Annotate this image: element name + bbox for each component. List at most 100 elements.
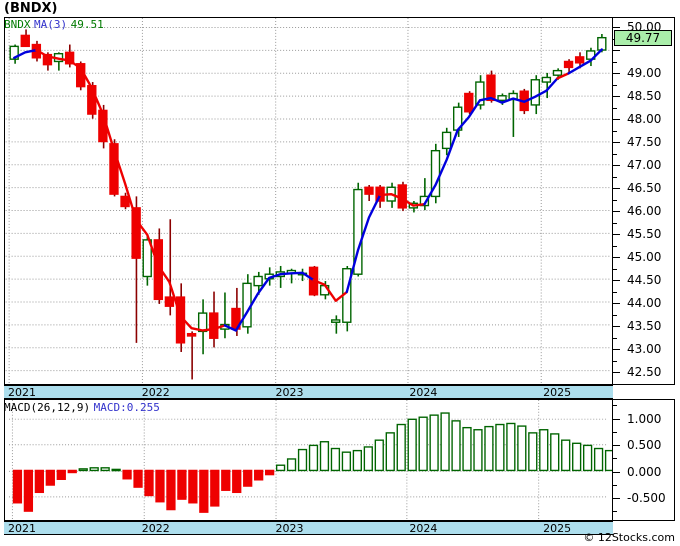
macd-y-axis: 1.000 0.500 0.000 -0.500 [612, 399, 675, 521]
y-tick-label: 47.00 [627, 158, 662, 173]
macd-legend-name: MACD(26,12,9) [4, 401, 91, 414]
macd-y-tick-label: 0.000 [627, 464, 662, 479]
macd-legend: MACD(26,12,9) MACD:0.255 [4, 401, 160, 414]
ma3-segment [556, 72, 570, 80]
macd-y-tick-label: -0.500 [627, 491, 666, 506]
y-minor-tick [613, 269, 617, 270]
y-minor-tick [613, 223, 617, 224]
candle-body [475, 81, 485, 106]
macd-bar [133, 469, 143, 488]
x-tick-label-2025: 2025 [543, 386, 572, 399]
current-price-badge: 49.77 [614, 29, 672, 46]
candle-body [353, 188, 363, 275]
macd-y-minor-tick [613, 485, 617, 486]
ma3-segment [378, 192, 426, 207]
macd-bar [78, 468, 88, 472]
y-tick-mark [613, 303, 620, 304]
macd-bar [396, 423, 406, 472]
candle-body [186, 332, 197, 337]
macd-bar [506, 422, 516, 472]
legend-symbol: BNDX [4, 18, 31, 31]
macd-bar [275, 464, 286, 472]
y-tick-label: 49.00 [627, 66, 662, 81]
y-minor-tick [613, 315, 617, 316]
y-minor-tick [613, 200, 617, 201]
macd-y-minor-tick [613, 405, 617, 406]
candle-body [497, 95, 507, 102]
y-tick-mark [613, 73, 620, 74]
legend-ma-label: MA(3) [34, 18, 68, 31]
macd-y-tick-mark [613, 445, 620, 446]
y-tick-label: 46.50 [627, 181, 662, 196]
candle-body [441, 131, 452, 150]
macd-bar [407, 418, 417, 472]
macd-y-tick-mark [613, 498, 620, 499]
macd-bar [308, 444, 319, 472]
macd-bar [286, 458, 297, 472]
macd-bar [561, 439, 571, 472]
macd-bar [440, 412, 450, 472]
y-tick-label: 45.50 [627, 227, 662, 242]
candle-body [153, 239, 164, 301]
macd-bar [122, 469, 132, 480]
macd-y-tick-label: 1.000 [627, 411, 662, 426]
macd-y-minor-tick [613, 458, 617, 459]
y-minor-tick [613, 361, 617, 362]
x-tick-label-2021: 2021 [8, 386, 36, 399]
ma3-segment [35, 48, 227, 332]
candle-body [331, 319, 341, 323]
candle-body [253, 275, 263, 287]
candle-body [597, 36, 607, 51]
candle-body [142, 239, 152, 278]
macd-bar [56, 469, 66, 480]
price-chart-panel[interactable] [4, 17, 613, 385]
macd-y-minor-tick [613, 432, 617, 433]
macd-bar [352, 449, 362, 472]
y-tick-mark [613, 50, 620, 51]
candle-body [364, 186, 374, 195]
y-tick-label: 44.50 [627, 273, 662, 288]
y-minor-tick [613, 85, 617, 86]
macd-bar [418, 416, 428, 472]
candle-body [131, 207, 141, 259]
y-minor-tick [613, 338, 617, 339]
macd-bar [582, 444, 593, 472]
ma3-segment [312, 278, 348, 302]
macd-bar [210, 469, 220, 507]
page-title: (BNDX) [4, 1, 58, 16]
macd-bar [539, 429, 549, 472]
price-y-axis: 50.00 49.00 48.50 48.00 47.50 47.00 46.50 46.00… [612, 17, 675, 385]
y-minor-tick [613, 292, 617, 293]
x-axis-band-bottom: 2021 2022 2023 2024 2025 [4, 521, 613, 535]
y-tick-mark [613, 211, 620, 212]
ma3-segment [223, 271, 315, 332]
x-tick-label-2022: 2022 [141, 522, 170, 535]
y-tick-mark [613, 96, 620, 97]
y-tick-mark [613, 280, 620, 281]
y-tick-mark [613, 142, 620, 143]
macd-bar [528, 432, 538, 472]
macd-bar [593, 447, 604, 472]
y-tick-mark [613, 349, 620, 350]
y-tick-mark [613, 234, 620, 235]
macd-bar [429, 414, 439, 472]
x-tick-label-2025: 2025 [543, 522, 572, 535]
y-tick-label: 43.00 [627, 342, 662, 357]
macd-bar [100, 467, 110, 472]
macd-bar [155, 469, 165, 503]
y-tick-label: 43.50 [627, 319, 662, 334]
ma3-segment [345, 193, 382, 294]
macd-bar [495, 423, 505, 472]
macd-plot-svg [8, 400, 612, 520]
y-minor-tick [613, 246, 617, 247]
macd-bar [67, 469, 77, 474]
candle-body [209, 312, 219, 339]
y-tick-mark [613, 326, 620, 327]
y-tick-label: 44.00 [627, 296, 662, 311]
macd-chart-panel[interactable] [4, 399, 613, 521]
macd-bar [264, 469, 275, 476]
x-tick-label-2024: 2024 [409, 386, 438, 399]
legend-ma-value: 49.51 [70, 18, 104, 31]
candle-body [242, 282, 252, 328]
candle-body [20, 34, 30, 48]
